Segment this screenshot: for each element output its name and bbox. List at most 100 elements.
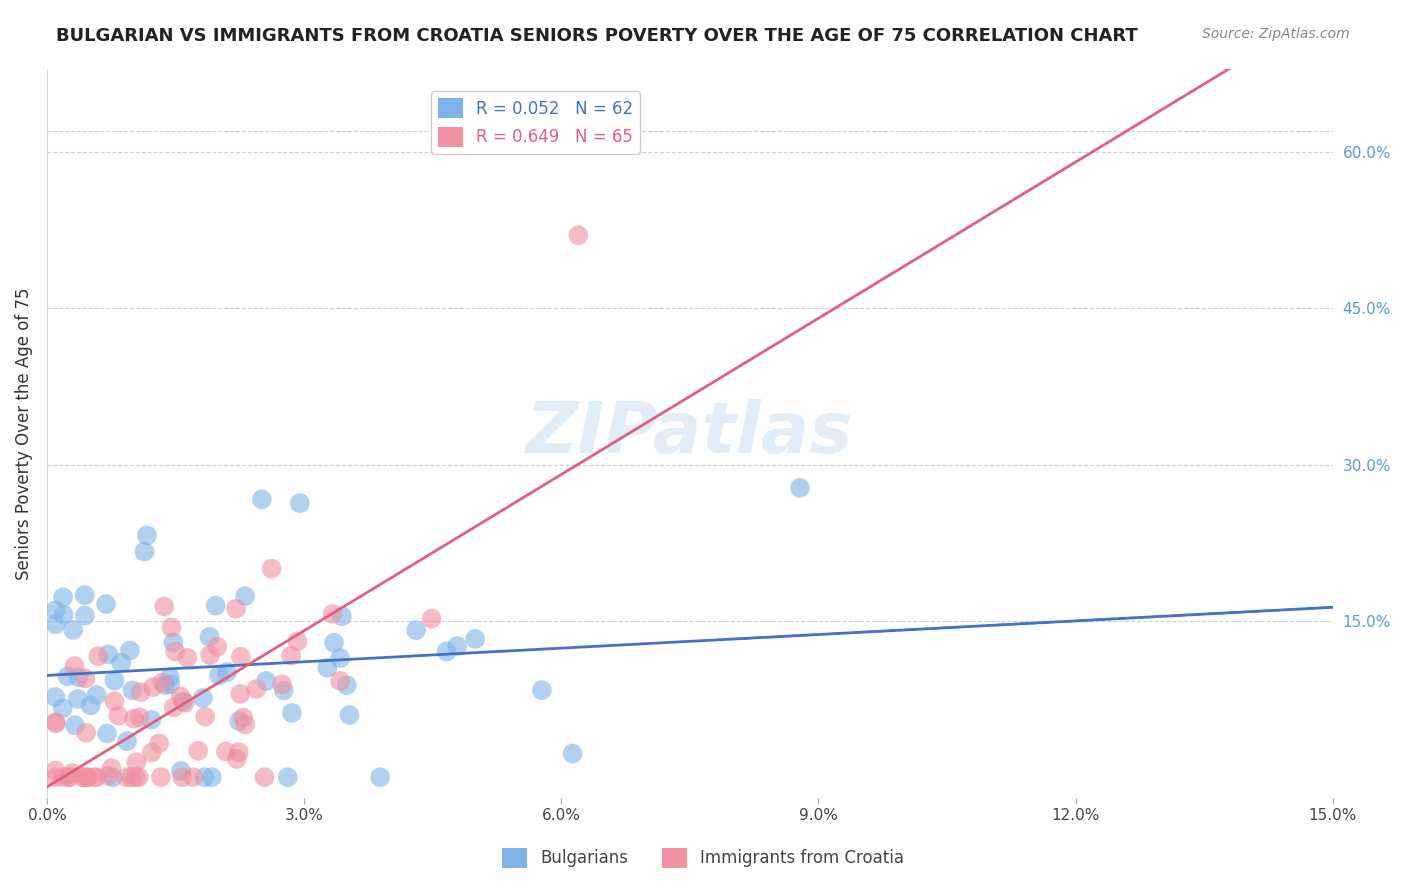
Immigrants from Croatia <box>253 770 276 784</box>
Bulgarians <box>337 708 360 723</box>
Immigrants from Croatia <box>229 649 252 664</box>
Immigrants from Croatia <box>280 648 302 663</box>
Bulgarians <box>330 609 353 624</box>
Text: Source: ZipAtlas.com: Source: ZipAtlas.com <box>1202 27 1350 41</box>
Bulgarians <box>44 603 66 617</box>
Bulgarians <box>273 683 295 698</box>
Immigrants from Croatia <box>271 677 294 691</box>
Bulgarians <box>118 643 141 657</box>
Immigrants from Croatia <box>45 716 67 731</box>
Bulgarians <box>155 678 177 692</box>
Bulgarians <box>121 683 143 698</box>
Immigrants from Croatia <box>228 745 250 759</box>
Bulgarians <box>86 688 108 702</box>
Bulgarians <box>193 770 215 784</box>
Immigrants from Croatia <box>233 717 256 731</box>
Immigrants from Croatia <box>149 770 172 784</box>
Immigrants from Croatia <box>76 770 98 784</box>
Bulgarians <box>789 481 811 495</box>
Immigrants from Croatia <box>125 756 148 770</box>
Immigrants from Croatia <box>44 715 66 730</box>
Bulgarians <box>436 644 458 658</box>
Immigrants from Croatia <box>44 770 66 784</box>
Immigrants from Croatia <box>124 770 146 784</box>
Immigrants from Croatia <box>58 770 80 784</box>
Bulgarians <box>217 665 239 679</box>
Bulgarians <box>281 706 304 720</box>
Immigrants from Croatia <box>225 752 247 766</box>
Immigrants from Croatia <box>322 607 344 621</box>
Bulgarians <box>254 673 277 688</box>
Immigrants from Croatia <box>141 746 163 760</box>
Bulgarians <box>323 636 346 650</box>
Immigrants from Croatia <box>75 672 97 686</box>
Immigrants from Croatia <box>142 680 165 694</box>
Bulgarians <box>141 713 163 727</box>
Immigrants from Croatia <box>44 764 66 778</box>
Bulgarians <box>63 718 86 732</box>
Immigrants from Croatia <box>76 770 98 784</box>
Bulgarians <box>170 764 193 778</box>
Bulgarians <box>135 528 157 542</box>
Immigrants from Croatia <box>84 770 107 784</box>
Bulgarians <box>103 673 125 688</box>
Bulgarians <box>250 492 273 507</box>
Immigrants from Croatia <box>172 770 194 784</box>
Immigrants from Croatia <box>115 770 138 784</box>
Immigrants from Croatia <box>120 770 142 784</box>
Immigrants from Croatia <box>225 601 247 615</box>
Immigrants from Croatia <box>173 696 195 710</box>
Immigrants from Croatia <box>229 687 252 701</box>
Immigrants from Croatia <box>122 712 145 726</box>
Bulgarians <box>561 747 583 761</box>
Bulgarians <box>56 669 79 683</box>
Bulgarians <box>288 496 311 510</box>
Immigrants from Croatia <box>187 744 209 758</box>
Bulgarians <box>44 617 66 632</box>
Bulgarians <box>66 692 89 706</box>
Immigrants from Croatia <box>176 650 198 665</box>
Immigrants from Croatia <box>150 675 173 690</box>
Bulgarians <box>191 690 214 705</box>
Bulgarians <box>329 651 352 665</box>
Bulgarians <box>44 690 66 704</box>
Bulgarians <box>159 670 181 684</box>
Bulgarians <box>204 599 226 613</box>
Immigrants from Croatia <box>73 770 96 784</box>
Immigrants from Croatia <box>245 681 267 696</box>
Immigrants from Croatia <box>52 770 75 784</box>
Immigrants from Croatia <box>260 562 283 576</box>
Bulgarians <box>94 597 117 611</box>
Bulgarians <box>464 632 486 646</box>
Bulgarians <box>368 770 391 784</box>
Immigrants from Croatia <box>207 640 229 654</box>
Bulgarians <box>208 668 231 682</box>
Immigrants from Croatia <box>163 700 186 714</box>
Immigrants from Croatia <box>75 726 97 740</box>
Bulgarians <box>446 639 468 653</box>
Bulgarians <box>96 726 118 740</box>
Immigrants from Croatia <box>128 710 150 724</box>
Bulgarians <box>159 677 181 691</box>
Immigrants from Croatia <box>107 708 129 723</box>
Bulgarians <box>201 770 224 784</box>
Immigrants from Croatia <box>329 673 352 688</box>
Immigrants from Croatia <box>70 770 93 784</box>
Legend: Bulgarians, Immigrants from Croatia: Bulgarians, Immigrants from Croatia <box>495 841 911 875</box>
Bulgarians <box>336 678 359 692</box>
Immigrants from Croatia <box>232 710 254 724</box>
Bulgarians <box>228 714 250 729</box>
Immigrants from Croatia <box>87 649 110 664</box>
Immigrants from Croatia <box>129 685 152 699</box>
Immigrants from Croatia <box>100 761 122 775</box>
Bulgarians <box>110 656 132 670</box>
Immigrants from Croatia <box>420 612 443 626</box>
Legend: R = 0.052   N = 62, R = 0.649   N = 65: R = 0.052 N = 62, R = 0.649 N = 65 <box>432 92 640 153</box>
Immigrants from Croatia <box>60 766 83 780</box>
Immigrants from Croatia <box>169 690 191 704</box>
Bulgarians <box>79 698 101 713</box>
Immigrants from Croatia <box>63 659 86 673</box>
Bulgarians <box>134 544 156 558</box>
Bulgarians <box>115 734 138 748</box>
Bulgarians <box>52 701 75 715</box>
